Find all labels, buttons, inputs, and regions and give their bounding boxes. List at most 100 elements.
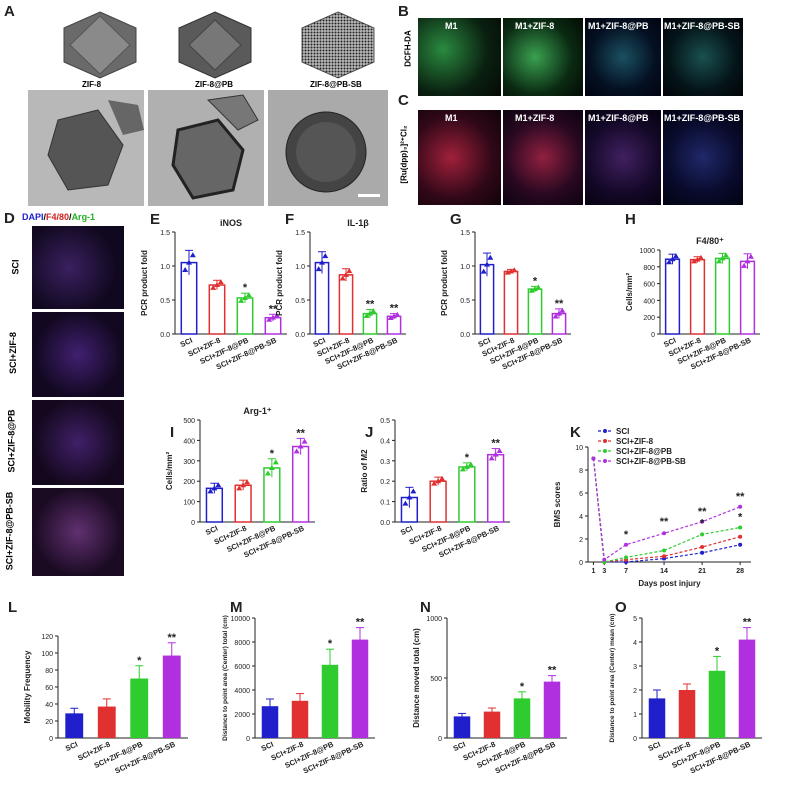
significance-k: ** [698,506,707,518]
series-line-1 [592,458,741,563]
panel-letter-a: A [4,3,15,20]
series-point-0 [700,550,705,555]
significance-i: ** [296,427,305,439]
group-label-h: SCI [662,336,677,349]
group-label-j: SCI [399,524,414,537]
data-point-e [189,252,196,258]
legend-label-1: SCI+ZIF-8 [616,437,654,446]
series-point-0 [738,542,743,547]
panel-d-legend: DAPI/F4/80/Arg-1 [22,212,95,222]
series-point-1 [738,534,743,539]
panel-letter-h: H [625,211,636,228]
panel-letter-g: G [450,211,462,228]
data-point-g [511,267,518,273]
ru-image-m1 [418,110,501,205]
series-point-3 [738,504,743,509]
bar-m [321,664,339,738]
y-tick-label-l: 40 [45,702,53,709]
tem-image-zif8-pb-sb [268,90,388,206]
series-point-3 [602,557,607,562]
panel-letter-k: K [570,424,581,441]
data-point-f [394,311,401,317]
bar-n [513,698,531,738]
y-tick-label-n: 1000 [426,616,442,623]
bar-h [689,258,706,335]
data-point-g [559,307,566,313]
y-tick-label-e: 0.0 [160,332,170,339]
group-label-l: SCI [64,740,79,753]
series-line-0 [592,458,741,563]
y-axis-label-g: PCR product fold [440,250,449,316]
data-point-j [496,448,503,454]
y-tick-label-n: 0 [438,736,442,743]
y-tick-label-g: 0.0 [460,332,470,339]
tem-image-zif8-pb [148,90,264,206]
bar-n [483,711,501,738]
bar-e [236,297,254,335]
data-point-f [319,259,325,265]
data-point-e [182,266,189,272]
ru-image-m1-zif8 [503,110,583,205]
y-tick-label-g: 1.0 [460,264,470,271]
significance-e: ** [269,303,278,315]
y-tick-label-h: 0 [651,332,655,339]
y-tick-label-m: 10000 [231,616,251,623]
data-point-i [207,488,214,494]
panel-letter-j: J [365,424,373,441]
bar-l [65,713,84,738]
series-point-2 [602,560,607,564]
panel-letter-f: F [285,211,294,228]
bar-n [543,681,561,738]
data-point-j [435,478,442,484]
chart-title-f: IL-1β [347,218,369,228]
data-point-f [322,253,329,259]
y-tick-label-i: 500 [183,418,195,425]
bar-e [208,284,226,335]
series-point-0 [662,556,667,561]
significance-l: ** [167,632,176,644]
bar-f [338,274,354,335]
group-label-n: SCI+ZIF-8 [461,740,496,763]
bar-j [486,453,505,523]
series-point-0 [591,456,596,461]
data-point-i [301,438,308,444]
y-tick-label-j: 0.4 [380,438,390,445]
data-point-h [719,255,726,261]
y-tick-label-i: 300 [183,459,195,466]
data-point-g [484,261,490,267]
group-label-n: SCI+ZIF-8@PB [475,739,527,770]
y-tick-label-n: 500 [430,676,442,683]
bar-l [97,706,116,738]
y-tick-label-j: 0.1 [380,500,390,507]
legend-dapi: DAPI [22,212,44,222]
legend-label-2: SCI+ZIF-8@PB [616,447,672,456]
zif8-pb-model-icon [178,11,252,79]
y-tick-label-k: 6 [579,491,583,498]
y-tick-label-f: 0.0 [295,332,305,339]
data-point-e [217,279,224,285]
y-tick-label-k: 8 [579,468,583,475]
data-point-e [238,297,245,303]
data-point-i [244,479,251,485]
group-label-n: SCI+ZIF-8@PB-SB [494,739,558,775]
y-tick-label-j: 0.2 [380,479,390,486]
significance-n: * [520,681,525,693]
significance-l: * [137,655,142,667]
series-point-1 [662,554,667,559]
tissue-image-sci-pb [32,400,124,485]
y-axis-label-e: PCR product fold [140,250,149,316]
tissue-image-sci-zif8 [32,312,124,397]
x-tick-label-k: 1 [591,568,595,575]
y-axis-label-n: Distance moved total (cm) [412,628,421,728]
group-label-e: SCI [179,336,194,349]
dcfh-image-m1-zif8 [503,18,583,96]
data-point-e [214,282,220,288]
legend-label-0: SCI [616,427,629,436]
series-point-0 [602,560,607,564]
y-axis-label-m: Distance to point area (Center) total (c… [222,615,229,741]
y-tick-label-h: 1000 [639,248,655,255]
y-tick-label-f: 0.5 [295,298,305,305]
group-label-g: SCI+ZIF-8@PB-SB [501,335,565,371]
series-point-0 [624,560,629,564]
data-point-e [186,259,192,265]
